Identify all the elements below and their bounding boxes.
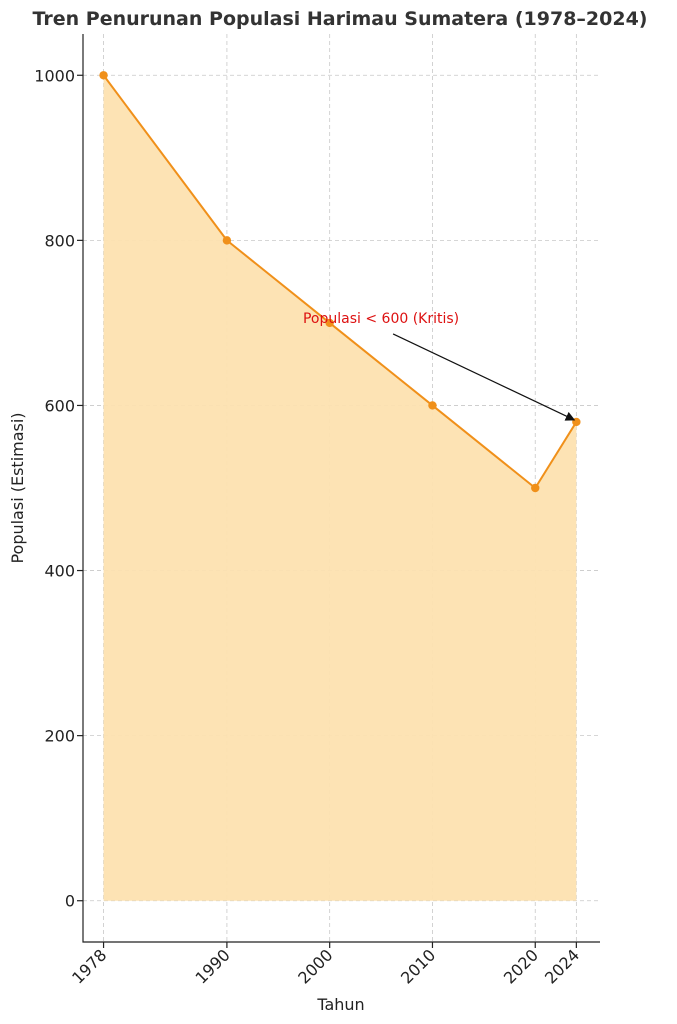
x-tick-label: 2000 xyxy=(294,945,336,987)
chart-title: Tren Penurunan Populasi Harimau Sumatera… xyxy=(33,8,648,30)
data-point xyxy=(428,401,437,410)
x-tick-label: 1978 xyxy=(68,945,110,987)
x-tick-label: 2010 xyxy=(397,945,439,987)
annotation-text: Populasi < 600 (Kritis) xyxy=(303,311,459,327)
data-point xyxy=(531,483,540,493)
data-points xyxy=(99,71,581,493)
y-tick-label: 1000 xyxy=(34,66,75,85)
y-tick-label: 600 xyxy=(44,396,75,415)
y-axis-ticks: 0 200 400 600 800 1000 xyxy=(34,66,83,911)
data-point xyxy=(222,236,232,245)
y-tick-label: 0 xyxy=(65,892,75,911)
y-tick-label: 200 xyxy=(44,727,75,746)
axis-spines xyxy=(82,34,600,943)
data-point xyxy=(99,71,108,80)
data-point xyxy=(325,318,334,328)
x-tick-label: 1990 xyxy=(191,945,233,987)
y-tick-label: 400 xyxy=(44,562,75,581)
area-fill xyxy=(103,75,577,901)
x-axis-label: Tahun xyxy=(316,995,364,1014)
x-tick-label: 2020 xyxy=(500,945,542,987)
series-line xyxy=(102,74,578,489)
y-axis-label: Populasi (Estimasi) xyxy=(8,412,27,563)
x-tick-label: 2024 xyxy=(541,945,583,987)
annotation-arrow xyxy=(392,333,576,421)
y-tick-label: 800 xyxy=(44,231,75,250)
